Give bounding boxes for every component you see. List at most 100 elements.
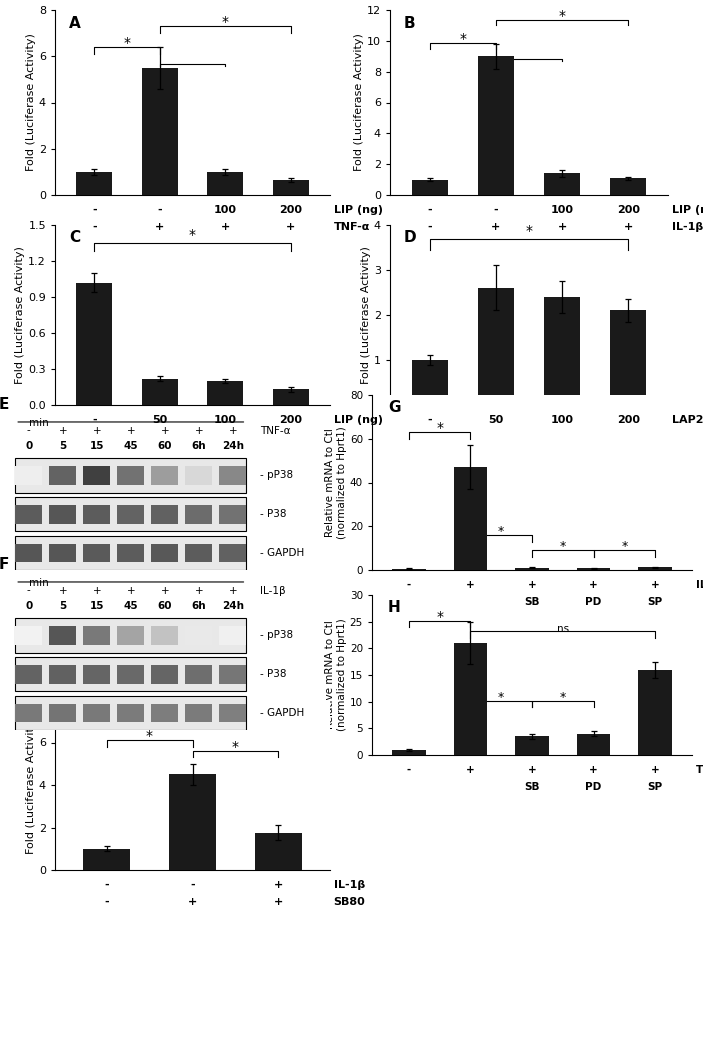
Text: -: - [27,425,31,436]
Bar [15,626,42,645]
Text: +: + [624,222,633,232]
Text: *: * [436,421,443,436]
Bar [83,848,130,870]
Text: 5: 5 [59,441,66,452]
Bar [392,569,426,570]
Bar [186,704,212,722]
Text: -: - [427,205,432,215]
Bar [117,704,144,722]
Bar [151,505,179,524]
Text: F: F [0,556,8,572]
Bar [15,696,246,730]
Bar [142,68,178,195]
Text: +: + [160,425,169,436]
Text: +: + [286,222,295,232]
Bar [15,665,42,684]
Text: SB: SB [524,596,540,607]
Text: -: - [92,222,96,232]
Text: +: + [221,222,230,232]
Text: - P38: - P38 [260,669,287,679]
Y-axis label: Relative mRNA to Ctl
(normalized to Hprt1): Relative mRNA to Ctl (normalized to Hprt… [325,426,347,539]
Text: +: + [160,586,169,595]
Text: 0: 0 [25,441,32,452]
Text: - P38: - P38 [260,509,287,519]
Text: -: - [191,880,195,890]
Text: - GAPDH: - GAPDH [260,708,304,718]
Text: -: - [427,415,432,425]
Text: SB80: SB80 [333,897,366,907]
Text: A: A [69,16,81,30]
Text: +: + [58,425,67,436]
Text: IL-1β: IL-1β [695,580,703,590]
Text: +: + [155,222,165,232]
Text: LIP (ng): LIP (ng) [333,415,382,425]
Bar [15,704,42,722]
Bar [515,736,549,755]
Text: +: + [273,897,283,907]
Bar [453,643,487,755]
Bar [254,833,302,870]
Bar [515,568,549,570]
Text: SP: SP [647,596,663,607]
Text: IL-1β: IL-1β [333,880,365,890]
Text: 100: 100 [214,415,237,425]
Bar [77,172,112,195]
Bar [207,381,243,405]
Bar [117,665,144,684]
Text: +: + [466,580,475,590]
Text: -: - [157,205,162,215]
Text: 100: 100 [214,205,237,215]
Bar [49,505,77,524]
Text: +: + [651,580,659,590]
Text: +: + [127,586,135,595]
Text: 45: 45 [124,601,138,611]
Bar [273,180,309,195]
Text: +: + [228,425,237,436]
Bar [478,57,514,195]
Bar [392,750,426,755]
Text: 60: 60 [157,441,172,452]
Text: LIP (ng): LIP (ng) [333,205,382,215]
Bar [544,173,580,195]
Text: *: * [526,225,532,238]
Text: -: - [407,580,411,590]
Text: +: + [589,580,598,590]
Text: 60: 60 [157,601,172,611]
Bar [186,626,212,645]
Bar [49,544,77,563]
Bar [219,665,246,684]
Text: *: * [436,610,443,624]
Text: B: B [404,16,415,30]
Bar [186,505,212,524]
Text: *: * [124,37,131,50]
Text: +: + [528,580,536,590]
Text: 15: 15 [89,601,104,611]
Text: - pP38: - pP38 [260,470,293,481]
Text: +: + [127,425,135,436]
Text: *: * [232,740,239,754]
Bar [186,665,212,684]
Bar [83,544,110,563]
Text: 24h: 24h [222,601,244,611]
Text: G: G [388,400,401,415]
Bar [610,178,647,195]
Bar [117,466,144,485]
Text: - GAPDH: - GAPDH [260,548,304,558]
Y-axis label: Fold (Luciferase Activity): Fold (Luciferase Activity) [26,34,36,171]
Text: I: I [69,706,75,720]
Text: +: + [195,425,203,436]
Bar [49,626,77,645]
Text: *: * [498,525,504,538]
Text: -: - [494,205,498,215]
Text: +: + [528,765,536,775]
Text: 50: 50 [152,415,167,425]
Bar [219,544,246,563]
Text: -: - [407,765,411,775]
Y-axis label: Fold (Luciferase Activity): Fold (Luciferase Activity) [15,246,25,384]
Bar [169,775,216,870]
Bar [15,618,246,652]
Bar [83,466,110,485]
Bar [453,467,487,570]
Text: +: + [93,425,101,436]
Text: 100: 100 [550,205,574,215]
